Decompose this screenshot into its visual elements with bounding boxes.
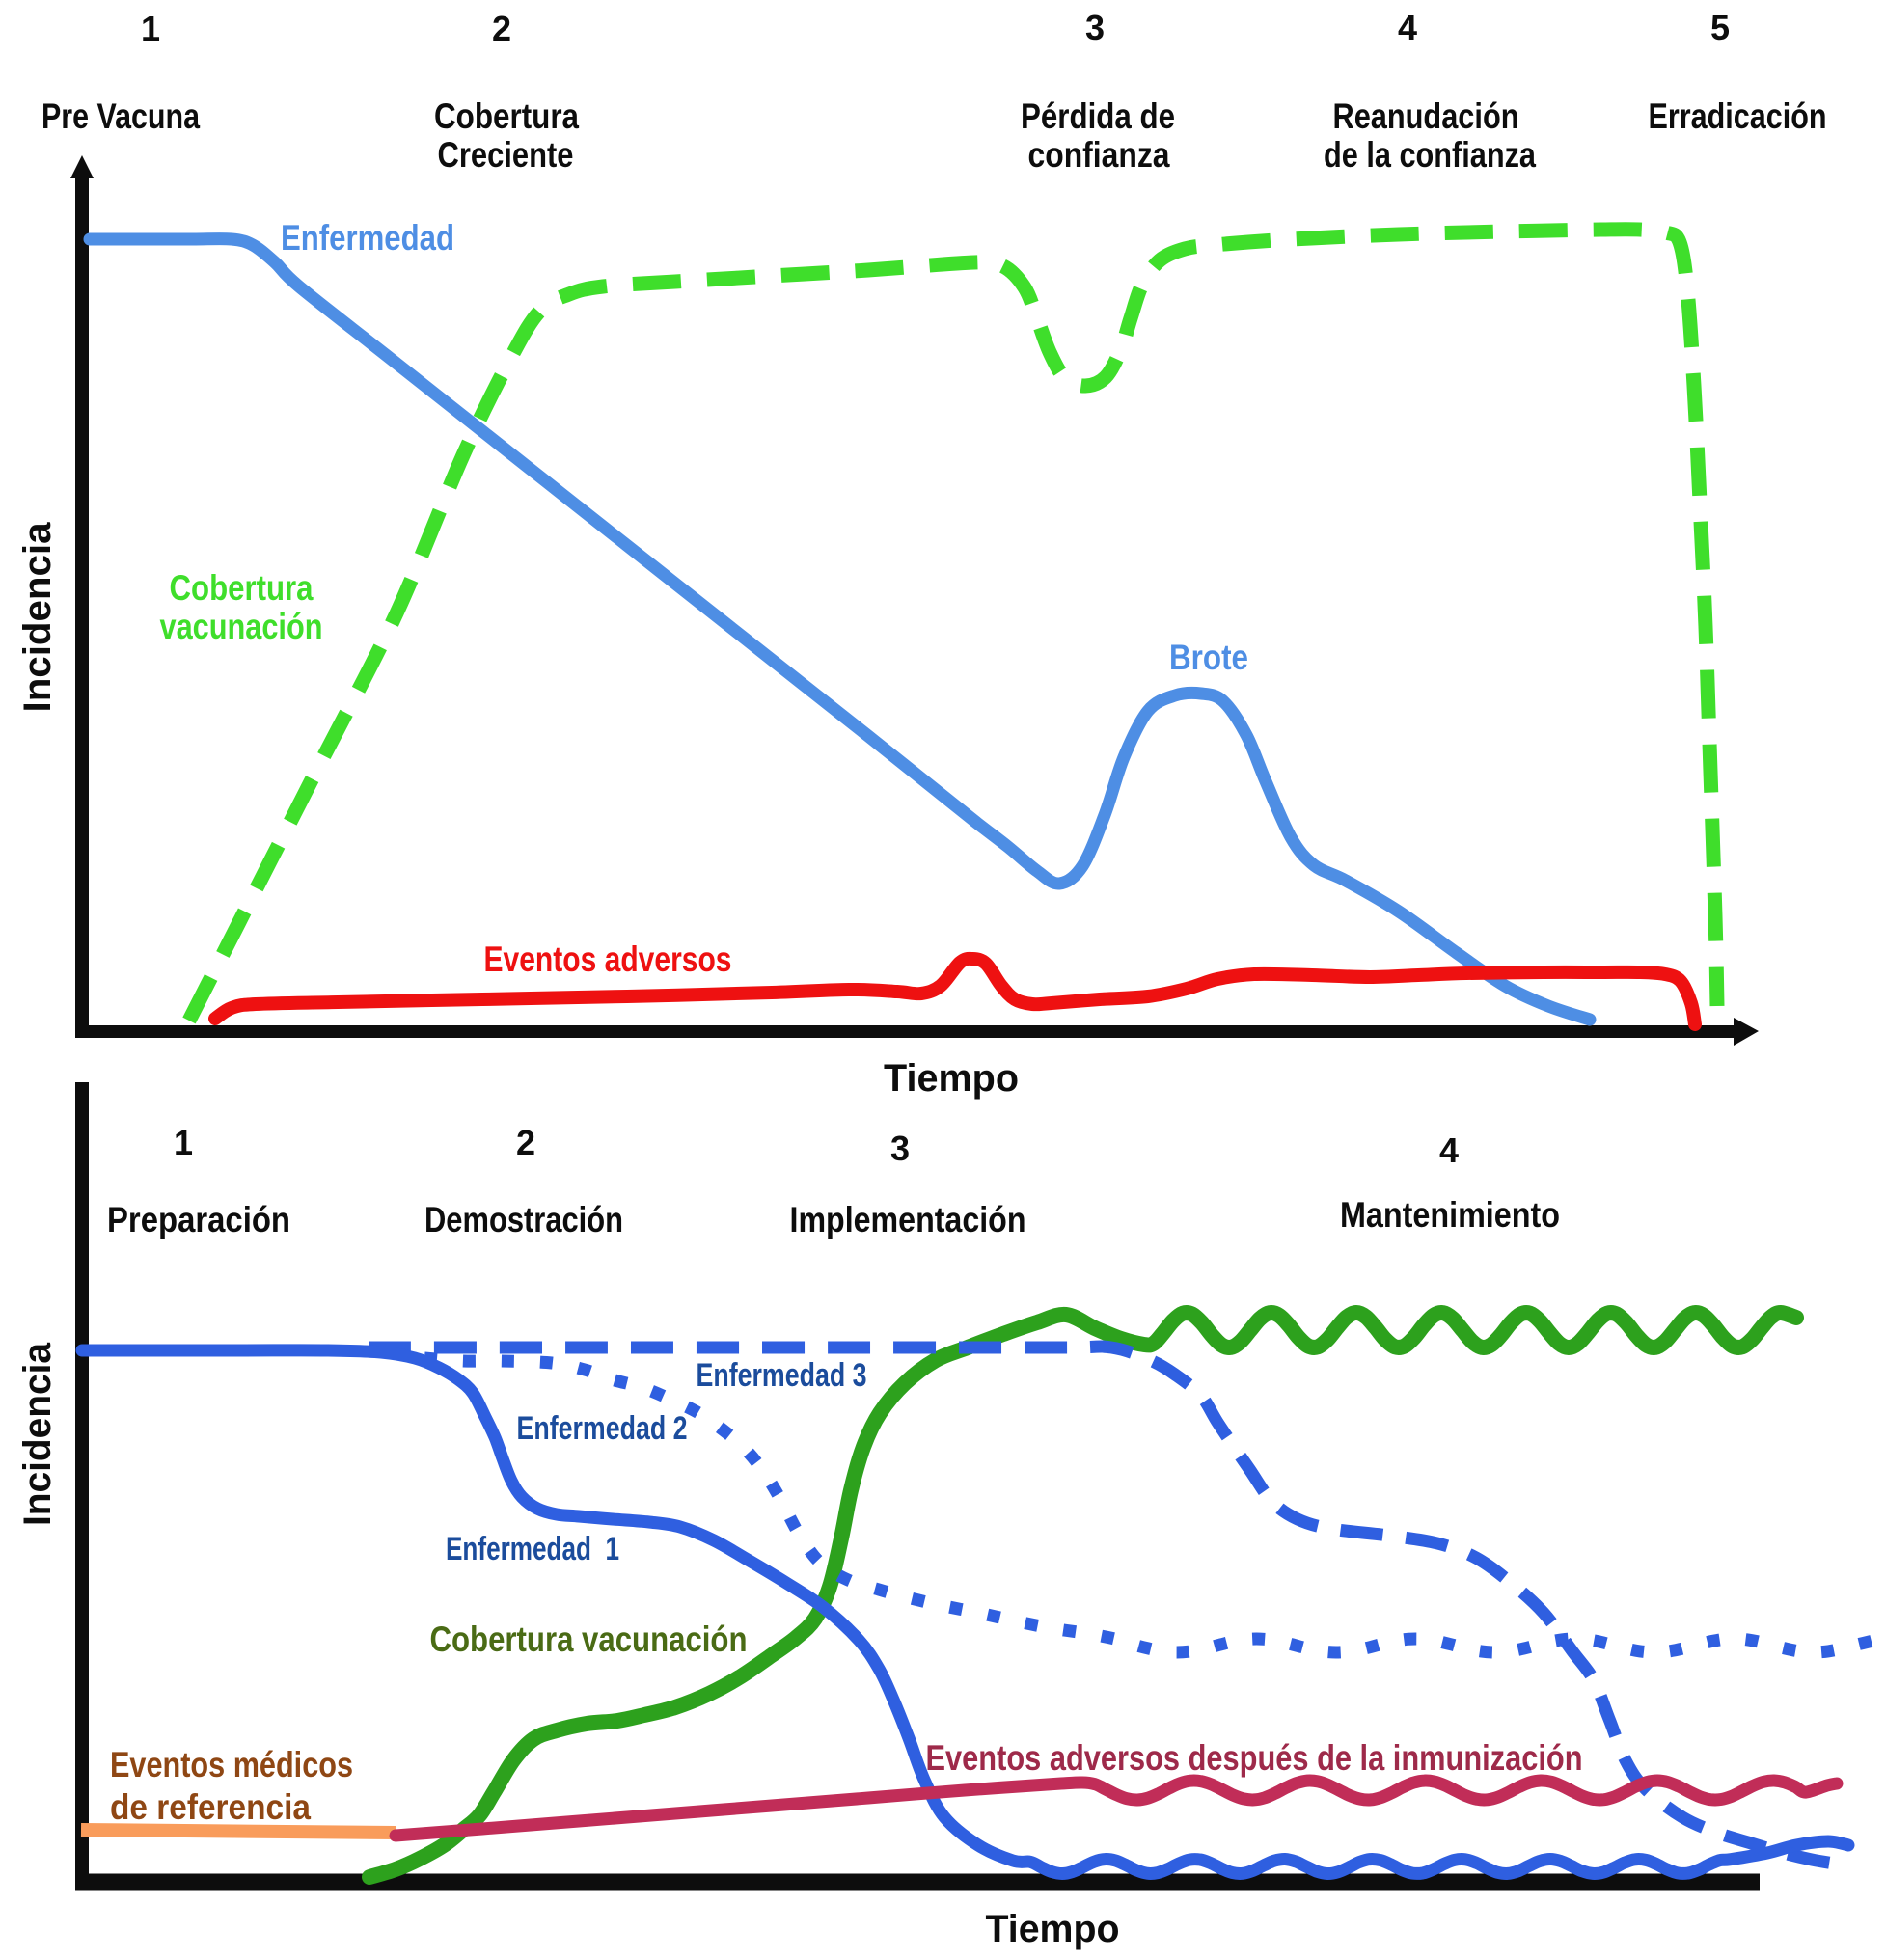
svg-text:3: 3: [890, 1129, 910, 1168]
svg-text:Enfermedad 2: Enfermedad 2: [517, 1410, 688, 1447]
svg-text:Creciente: Creciente: [438, 135, 574, 175]
svg-text:Cobertura: Cobertura: [170, 568, 314, 608]
svg-text:Demostración: Demostración: [424, 1200, 623, 1239]
svg-text:vacunación: vacunación: [160, 607, 323, 646]
svg-text:2: 2: [492, 9, 511, 48]
svg-text:3: 3: [1085, 8, 1105, 47]
svg-text:Enfermedad 1: Enfermedad 1: [446, 1531, 619, 1567]
svg-text:Eventos adversos después de la: Eventos adversos después de la inmunizac…: [926, 1738, 1583, 1778]
svg-text:de referencia: de referencia: [110, 1787, 311, 1827]
svg-text:Enfermedad 3: Enfermedad 3: [697, 1357, 867, 1394]
svg-text:Mantenimiento: Mantenimiento: [1340, 1195, 1560, 1235]
svg-text:Eventos médicos: Eventos médicos: [110, 1745, 353, 1784]
svg-text:1: 1: [174, 1123, 193, 1162]
svg-text:confianza: confianza: [1028, 135, 1170, 175]
svg-text:4: 4: [1439, 1130, 1459, 1170]
svg-text:Erradicación: Erradicación: [1649, 96, 1827, 136]
svg-text:Pérdida de: Pérdida de: [1021, 96, 1175, 136]
svg-text:5: 5: [1710, 8, 1730, 47]
svg-text:Preparación: Preparación: [107, 1200, 290, 1239]
svg-text:Cobertura vacunación: Cobertura vacunación: [430, 1620, 748, 1659]
svg-text:1: 1: [141, 9, 160, 48]
svg-text:4: 4: [1398, 8, 1417, 47]
svg-text:Tiempo: Tiempo: [884, 1057, 1019, 1100]
svg-text:Enfermedad: Enfermedad: [281, 218, 454, 258]
svg-text:Eventos adversos: Eventos adversos: [484, 939, 732, 979]
svg-text:Incidencia: Incidencia: [16, 1342, 59, 1526]
svg-text:Reanudación: Reanudación: [1333, 96, 1519, 136]
svg-text:Implementación: Implementación: [790, 1200, 1026, 1239]
svg-text:Incidencia: Incidencia: [16, 522, 59, 713]
svg-text:Brote: Brote: [1169, 638, 1248, 677]
svg-text:de la confianza: de la confianza: [1324, 135, 1536, 175]
svg-text:2: 2: [516, 1123, 535, 1162]
svg-text:Cobertura: Cobertura: [434, 96, 579, 136]
svg-text:Tiempo: Tiempo: [986, 1908, 1120, 1950]
svg-text:Pre Vacuna: Pre Vacuna: [41, 96, 200, 136]
